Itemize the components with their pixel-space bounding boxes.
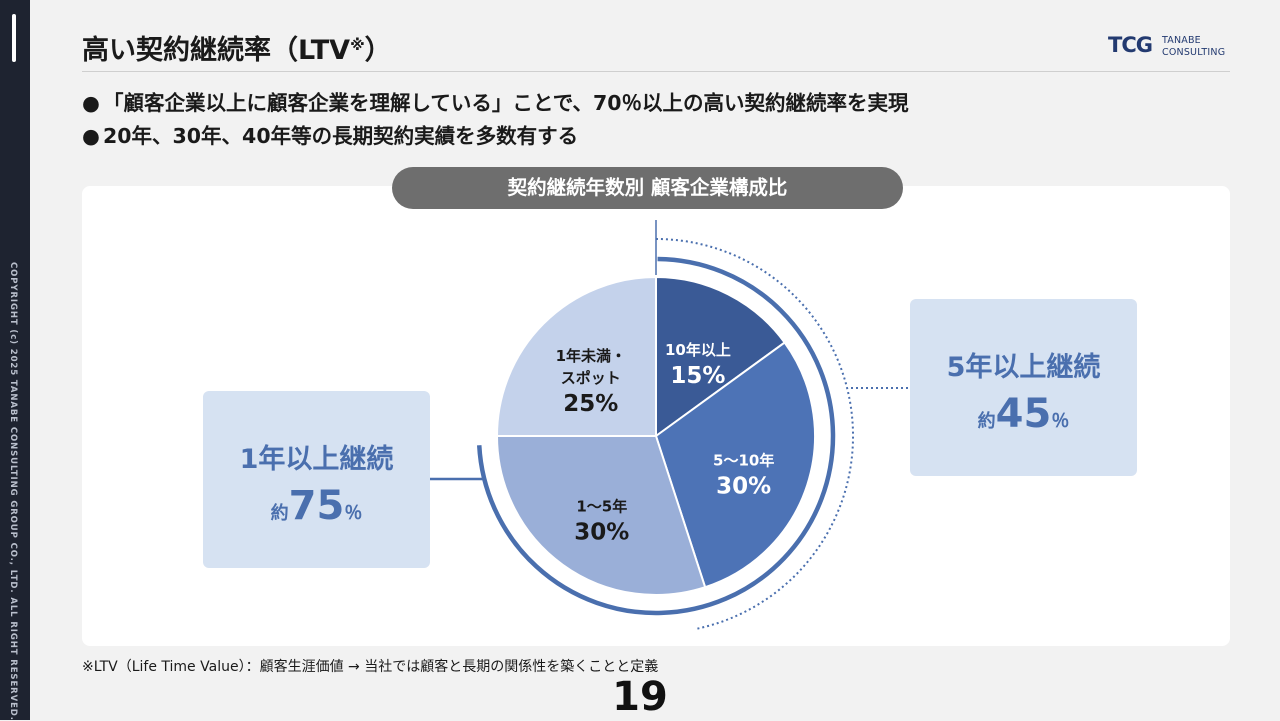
sidebar-accent-bar — [12, 14, 16, 62]
footnote: ※LTV（Life Time Value）：顧客生涯価値 → 当社では顧客と長期… — [82, 659, 659, 675]
logo-mark: TCG — [1108, 33, 1153, 57]
title-divider — [82, 71, 1230, 72]
chart-decorations — [430, 220, 910, 630]
callout-suffix: ％ — [1051, 411, 1070, 432]
page-number: 19 — [612, 674, 668, 720]
pie-slice — [655, 275, 787, 438]
page-title: 高い契約継続率（LTV※） — [82, 28, 392, 67]
page-title-text: 高い契約継続率（LTV — [82, 35, 351, 66]
bracket-1-year-plus — [476, 256, 836, 616]
pie-slice — [654, 341, 816, 589]
logo-line-2: CONSULTING — [1162, 47, 1226, 58]
callout-label: 5年以上継続 — [946, 352, 1101, 383]
slice-value: 15% — [670, 363, 725, 389]
callout-1-year-plus: 1年以上継続 約75％ — [203, 391, 430, 568]
bullet-item: ● 20年、30年、40年等の長期契約実績を多数有する — [82, 121, 908, 154]
callout-number: 45 — [995, 391, 1052, 437]
pie-slices — [495, 275, 816, 596]
logo-name: TANABE CONSULTING — [1162, 35, 1225, 59]
slice-label: 1〜5年 — [576, 498, 627, 516]
callout-5-year-plus: 5年以上継続 約45％ — [910, 299, 1137, 476]
logo-line-1: TANABE — [1162, 35, 1201, 46]
callout-prefix: 約 — [270, 503, 289, 524]
slice-value: 30% — [574, 520, 629, 546]
callout-number: 75 — [288, 483, 345, 529]
bullet-marker: ● — [82, 91, 100, 115]
callout-label: 1年以上継続 — [239, 444, 394, 475]
slice-value: 30% — [716, 474, 771, 500]
callout-suffix: ％ — [344, 503, 363, 524]
slice-label: 1年未満・スポット — [556, 347, 626, 387]
bullet-list: ● 「顧客企業以上に顧客企業を理解している」ことで、70％以上の高い契約継続率を実… — [82, 88, 908, 154]
sidebar: COPYRIGHT (c) 2025 TANABE CONSULTING GRO… — [0, 0, 30, 721]
bullet-text: 「顧客企業以上に顧客企業を理解している」ことで、70％以上の高い契約継続率を実現 — [103, 91, 909, 115]
slice-value: 25% — [563, 391, 618, 417]
slice-label: 5〜10年 — [713, 452, 774, 470]
chart-title: 契約継続年数別 顧客企業構成比 — [392, 167, 903, 209]
page-title-close: ） — [364, 35, 392, 66]
bullet-marker: ● — [82, 124, 100, 148]
callout-prefix: 約 — [977, 411, 996, 432]
pie-labels: 10年以上 15% 5〜10年 30% 1〜5年 30% 1年未満・スポット 25% — [556, 341, 775, 546]
callout-value: 約45％ — [910, 391, 1137, 437]
callout-value: 約75％ — [203, 483, 430, 529]
pie-slice — [495, 435, 707, 596]
slice-label: 10年以上 — [665, 341, 731, 359]
pie-slice — [495, 275, 657, 437]
copyright-notice: COPYRIGHT (c) 2025 TANABE CONSULTING GRO… — [8, 262, 18, 721]
page-title-footnote-mark: ※ — [350, 36, 365, 54]
bullet-item: ● 「顧客企業以上に顧客企業を理解している」ことで、70％以上の高い契約継続率を実… — [82, 88, 908, 121]
tcg-logo: TCG TANABE CONSULTING — [1108, 33, 1232, 61]
bullet-text: 20年、30年、40年等の長期契約実績を多数有する — [103, 124, 579, 148]
